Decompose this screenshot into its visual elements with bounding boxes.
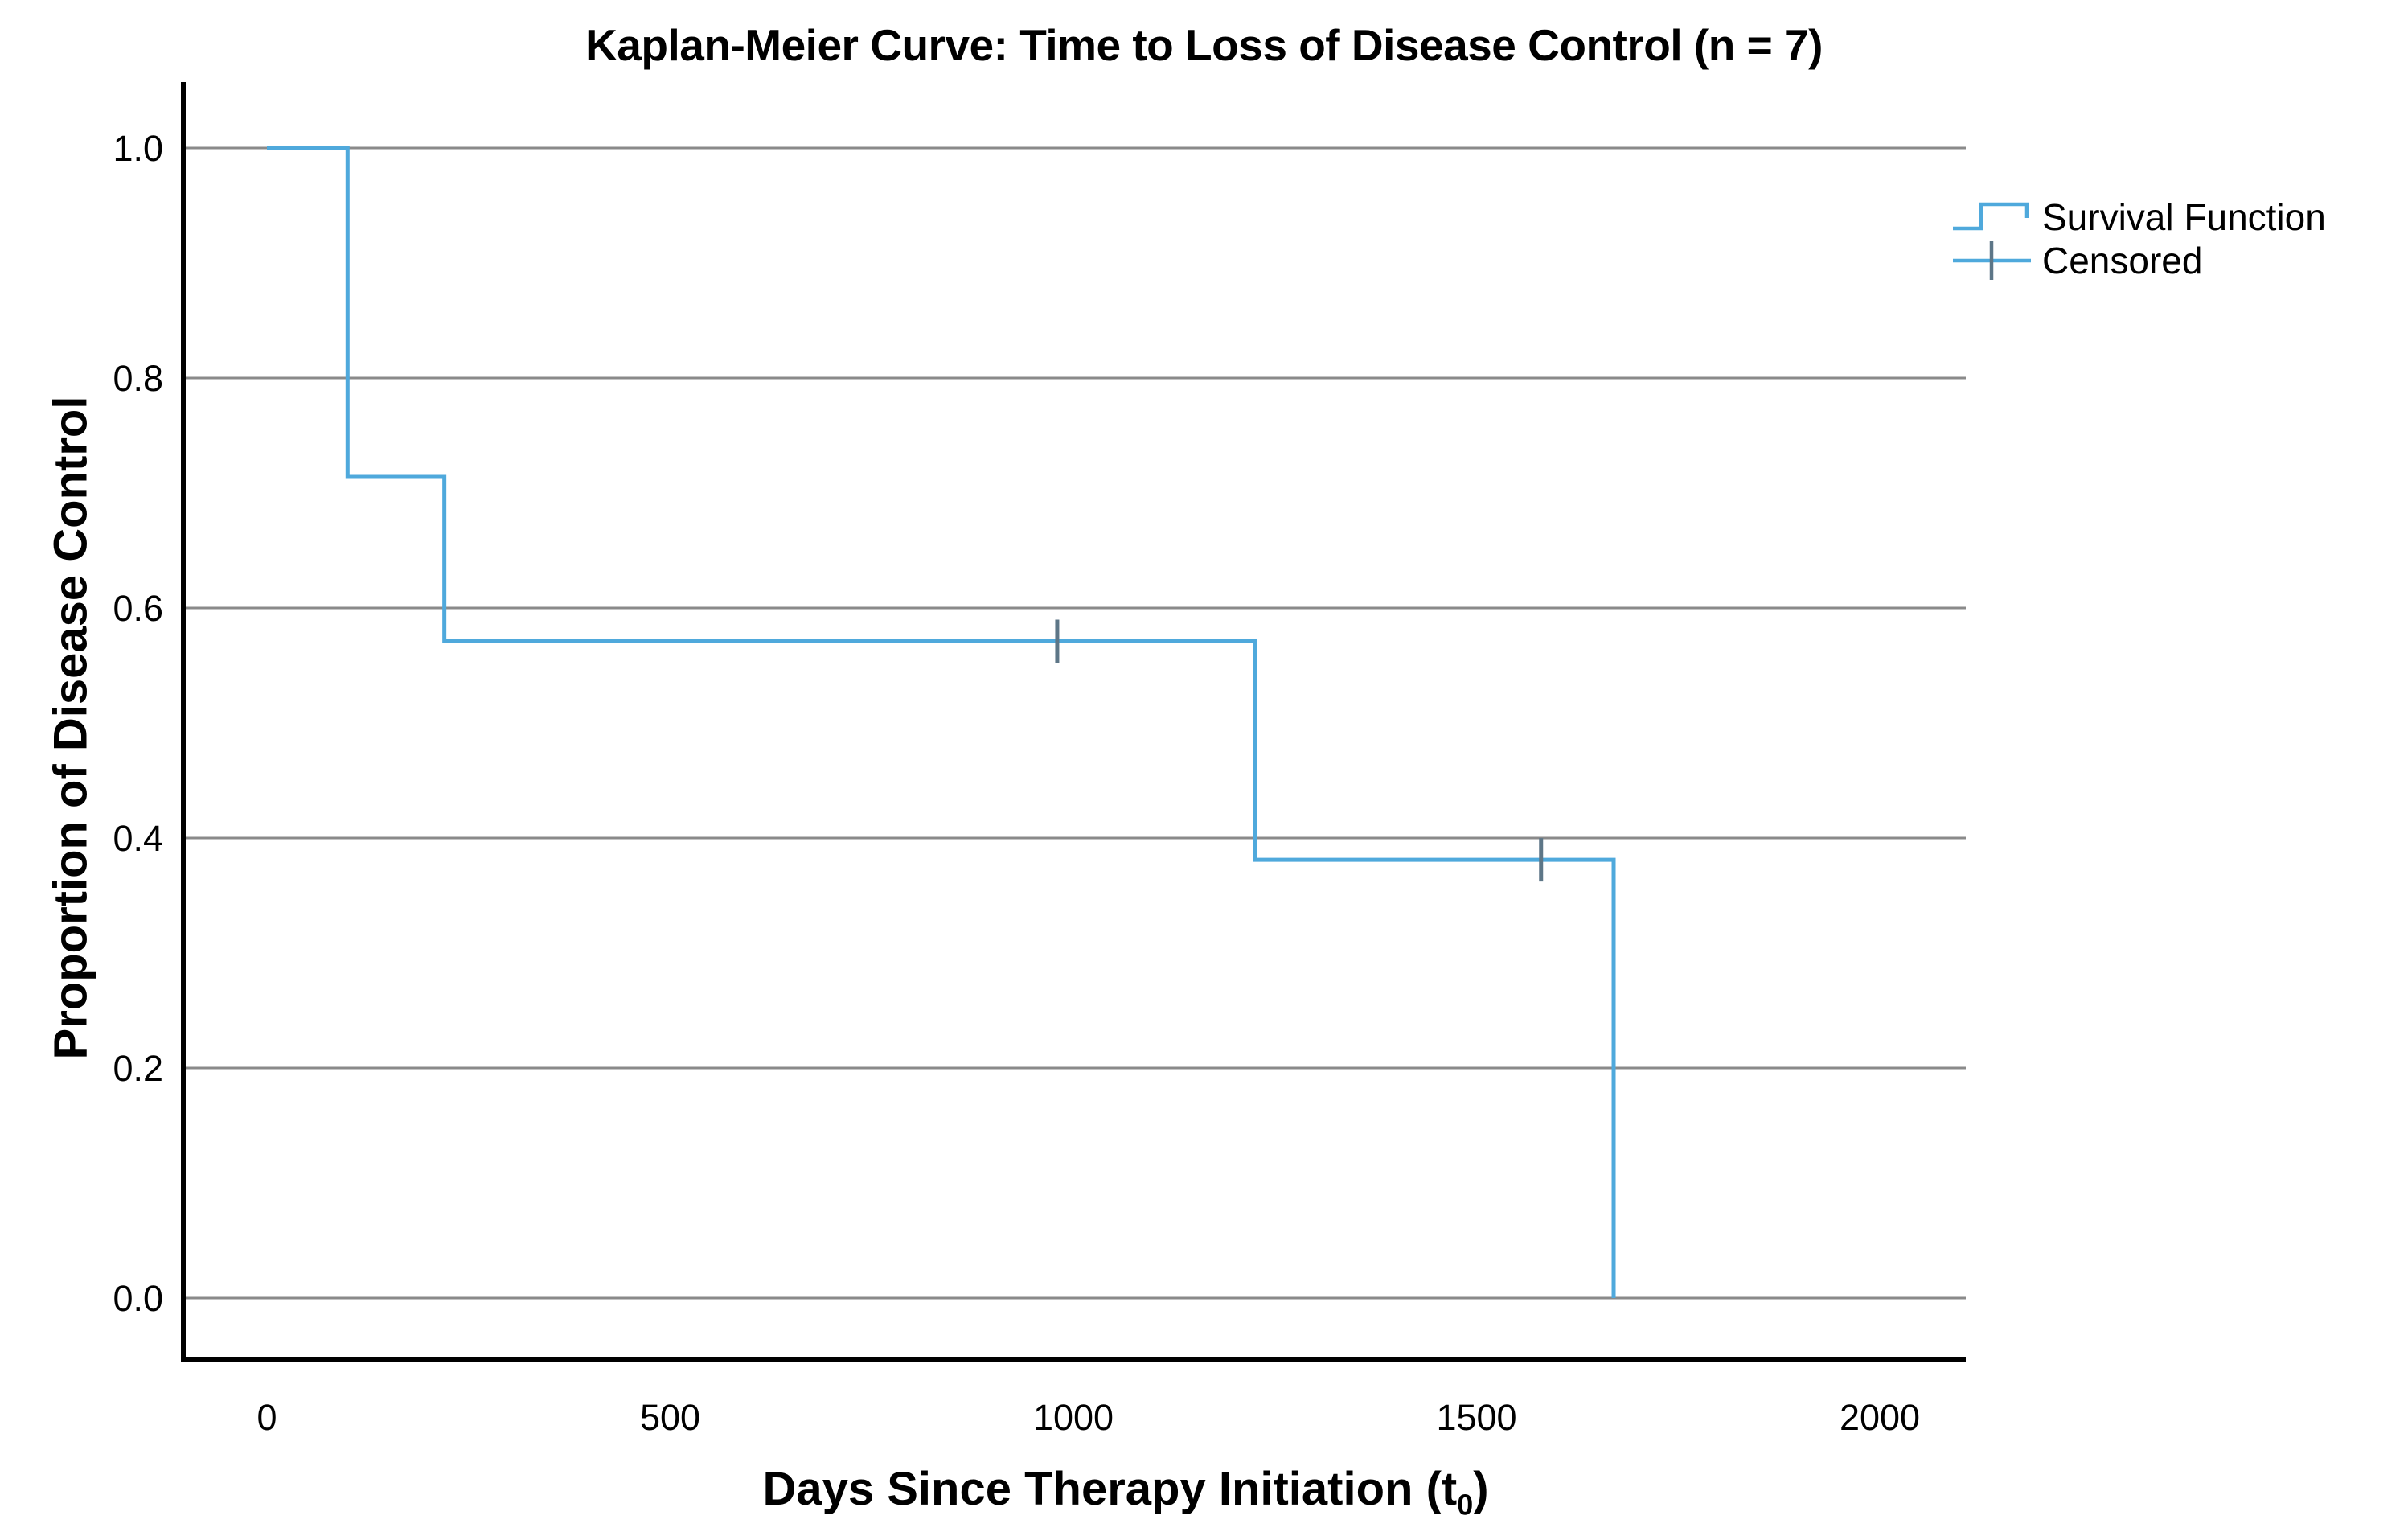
survival-function-step-icon bbox=[1953, 202, 2029, 231]
y-tick-label: 0.2 bbox=[113, 1048, 163, 1089]
y-tick-label: 0.8 bbox=[113, 358, 163, 399]
y-tick-label: 1.0 bbox=[113, 128, 163, 169]
legend: Survival Function Censored bbox=[1951, 195, 2326, 282]
y-tick-label: 0.4 bbox=[113, 818, 163, 859]
x-axis-title-text: Days Since Therapy Initiation (t bbox=[762, 1463, 1458, 1515]
legend-label-survival-function: Survival Function bbox=[2042, 196, 2326, 238]
survival-step-curve bbox=[267, 146, 1616, 1298]
legend-item-censored: Censored bbox=[1951, 239, 2326, 282]
x-tick-label: 1000 bbox=[1033, 1397, 1114, 1438]
legend-item-survival-function: Survival Function bbox=[1951, 195, 2326, 239]
x-tick-label: 0 bbox=[256, 1397, 277, 1438]
x-tick-label: 1500 bbox=[1436, 1397, 1516, 1438]
x-tick-label: 2000 bbox=[1840, 1397, 1920, 1438]
x-axis-title-subscript: 0 bbox=[1457, 1488, 1474, 1522]
censored-plus-icon bbox=[1953, 241, 2031, 280]
y-tick-label: 0.0 bbox=[113, 1278, 163, 1319]
legend-label-censored: Censored bbox=[2042, 240, 2203, 281]
chart-title: Kaplan-Meier Curve: Time to Loss of Dise… bbox=[585, 20, 1823, 70]
x-tick-label: 500 bbox=[640, 1397, 700, 1438]
x-axis-title: Days Since Therapy Initiation (t0) bbox=[762, 1462, 1489, 1519]
y-axis-title: Proportion of Disease Control bbox=[44, 396, 97, 1060]
y-tick-label: 0.6 bbox=[113, 588, 163, 629]
x-axis-title-close: ) bbox=[1473, 1463, 1489, 1515]
